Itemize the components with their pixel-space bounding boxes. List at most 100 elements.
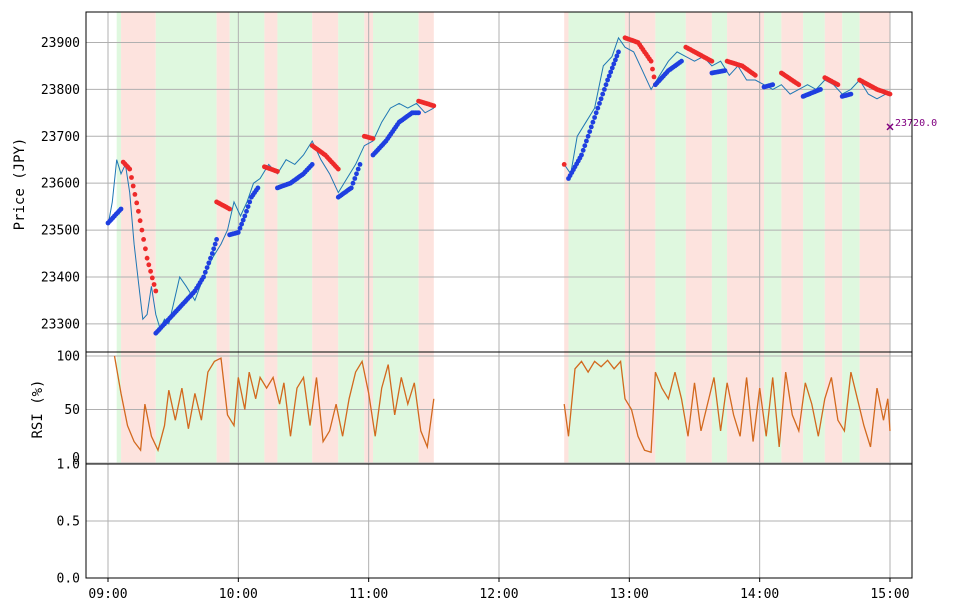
sar-dot xyxy=(212,241,218,247)
rsi-axis-title: RSI (%) xyxy=(30,379,46,438)
rsi-tick-label: 50 xyxy=(64,403,80,418)
sar-dot xyxy=(227,206,233,212)
sar-dot xyxy=(141,237,147,242)
bottom-tick-label: 0.5 xyxy=(57,515,80,530)
price-tick-label: 23500 xyxy=(41,224,80,239)
sar-dot xyxy=(818,87,823,92)
sar-dot xyxy=(202,269,208,275)
price-line xyxy=(107,102,435,330)
trend-band xyxy=(781,12,804,464)
price-tick-label: 23900 xyxy=(41,36,80,51)
trend-band xyxy=(418,12,434,464)
sar-dot xyxy=(835,82,841,88)
sar-dot xyxy=(143,246,148,252)
sar-dot xyxy=(606,73,612,79)
sar-dot xyxy=(201,274,207,280)
sar-dot xyxy=(354,171,359,177)
price-axis-title: Price (JPY) xyxy=(12,138,28,231)
sar-dot xyxy=(151,282,157,287)
x-tick-label: 14:00 xyxy=(740,587,779,602)
rsi-tick-label: 0 xyxy=(72,451,80,466)
sar-dot xyxy=(357,162,363,167)
sar-dot xyxy=(752,72,758,78)
price-tick-label: 23600 xyxy=(41,177,80,192)
sar-dot xyxy=(605,77,610,83)
sar-dot xyxy=(600,91,606,97)
sar-dot xyxy=(335,166,341,172)
sar-dot xyxy=(206,260,212,266)
sar-dot xyxy=(587,129,593,135)
sar-dot xyxy=(580,147,586,153)
price-tick-label: 23400 xyxy=(41,270,80,285)
sar-dot xyxy=(598,96,604,102)
axis-titles: Price (JPY) RSI (%) xyxy=(12,138,46,439)
sar-dot xyxy=(348,185,354,191)
x-tick-label: 09:00 xyxy=(88,587,127,602)
sar-dot xyxy=(240,217,246,223)
sar-dot xyxy=(204,265,210,270)
trend-band xyxy=(338,12,365,464)
sar-dot xyxy=(561,162,567,167)
sar-dot xyxy=(137,218,143,224)
sar-dot xyxy=(209,251,215,256)
sar-dot xyxy=(602,87,607,92)
price-tick-label: 23300 xyxy=(41,317,80,332)
rsi-line xyxy=(113,355,435,453)
trend-band xyxy=(312,12,339,464)
bottom-tick-label: 1.0 xyxy=(57,458,80,473)
sar-dot xyxy=(130,183,136,189)
trend-band xyxy=(373,12,419,464)
sar-dot xyxy=(214,237,220,242)
trend-band xyxy=(842,12,860,464)
sar-dot xyxy=(242,213,248,219)
sar-dot xyxy=(579,152,584,158)
sar-dot xyxy=(722,68,728,73)
trend-band xyxy=(803,12,825,464)
sar-dot xyxy=(608,69,614,75)
sar-dot xyxy=(614,53,620,59)
sar-dot xyxy=(584,138,589,144)
sar-dot xyxy=(245,204,251,210)
sar-dot xyxy=(679,58,684,64)
trend-band xyxy=(824,12,843,464)
sar-dot xyxy=(431,103,437,109)
x-tick-label: 10:00 xyxy=(219,587,258,602)
trend-bands xyxy=(116,12,890,464)
trend-band xyxy=(116,12,122,464)
trend-band xyxy=(685,12,712,464)
sar-dot xyxy=(132,192,138,197)
sar-dot xyxy=(887,91,893,97)
sar-dot xyxy=(208,255,213,261)
sar-dot xyxy=(309,162,315,167)
tick-labels: 23300 23400 23500 23600 23700 23800 23900 0 50 10… xyxy=(41,36,910,602)
sar-dot xyxy=(590,119,596,125)
sar-dot xyxy=(770,82,776,88)
sar-dot xyxy=(153,288,159,294)
sar-dot xyxy=(592,115,597,120)
last-price-label: 23720.0 xyxy=(895,118,937,129)
sar-dot xyxy=(134,200,140,206)
trend-band xyxy=(216,12,230,464)
rsi-line xyxy=(563,359,891,454)
trend-band xyxy=(568,12,625,464)
sar-dot xyxy=(129,175,134,180)
x-tick-label: 15:00 xyxy=(870,587,909,602)
trend-band xyxy=(711,12,728,464)
sar-dot xyxy=(235,230,241,235)
sar-dot xyxy=(609,65,615,71)
sar-dot xyxy=(350,180,356,186)
x-tick-label: 11:00 xyxy=(349,587,388,602)
trend-band xyxy=(564,12,569,464)
sar-dot xyxy=(651,74,657,80)
price-tick-label: 23800 xyxy=(41,83,80,98)
sar-dot xyxy=(597,101,602,106)
sar-dot xyxy=(709,58,715,64)
trend-band xyxy=(764,12,782,464)
sar-dot xyxy=(144,255,150,261)
sar-dot xyxy=(118,206,124,212)
sar-dot xyxy=(247,199,253,205)
sar-dot xyxy=(352,176,358,181)
sar-dot xyxy=(244,208,249,214)
trend-band xyxy=(229,12,265,464)
